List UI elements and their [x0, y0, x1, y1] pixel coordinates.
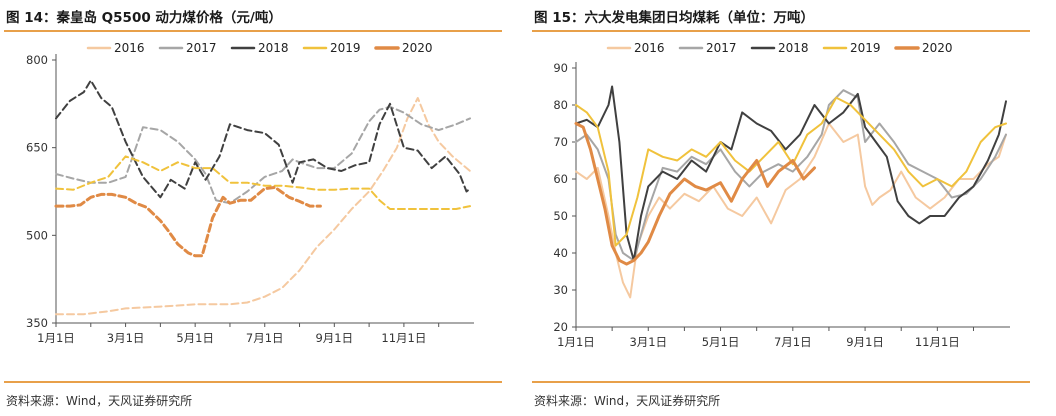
x-tick-label: 7月1日 [774, 335, 812, 349]
x-tick-label: 3月1日 [107, 331, 145, 345]
series-line-2017 [575, 89, 1007, 262]
legend-label: 2017 [706, 41, 737, 55]
y-tick-label: 80 [553, 98, 568, 112]
y-tick-label: 70 [553, 135, 568, 149]
x-tick-label: 5月1日 [702, 335, 740, 349]
legend-label: 2020 [402, 41, 433, 55]
legend-label: 2017 [186, 41, 217, 55]
x-tick-label: 5月1日 [176, 331, 214, 345]
x-tick-label: 9月1日 [846, 335, 884, 349]
legend-item-2017: 2017 [678, 41, 737, 55]
x-tick-label: 11月1日 [915, 335, 960, 349]
legend-label: 2020 [922, 41, 953, 55]
x-tick-label: 7月1日 [246, 331, 284, 345]
legend-item-2017: 2017 [158, 41, 217, 55]
legend-item-2018: 2018 [230, 41, 289, 55]
chart-panel-coal-price: 图 14：秦皇岛 Q5500 动力煤价格（元/吨） 350 500 650 800 1月… [4, 0, 516, 416]
legend-label: 2019 [850, 41, 881, 55]
series-line-2020 [54, 185, 322, 258]
chart-title: 图 14：秦皇岛 Q5500 动力煤价格（元/吨） [6, 10, 282, 26]
title-divider [4, 30, 502, 32]
legend-label: 2019 [330, 41, 361, 55]
x-tick-label: 3月1日 [629, 335, 667, 349]
y-tick-label: 500 [26, 228, 48, 242]
series-line-2018 [575, 85, 1007, 262]
series-line-2016 [55, 97, 471, 316]
legend-label: 2016 [634, 41, 665, 55]
source-note: 资料来源：Wind，天风证券研究所 [534, 394, 721, 408]
y-tick-label: 800 [26, 53, 48, 67]
legend-label: 2018 [778, 41, 809, 55]
legend-item-2020: 2020 [374, 41, 433, 55]
series-line-2016 [575, 122, 1007, 299]
legend-label: 2018 [258, 41, 289, 55]
x-tick-label: 1月1日 [557, 335, 595, 349]
y-tick-label: 20 [553, 320, 568, 334]
coal-consumption-chart: 20 30 40 50 60 70 80 90 1月1日 3月1日 5月1日 7月1日 9月1日 11月1… [553, 41, 1010, 349]
x-tick-label: 1月1日 [37, 331, 75, 345]
series-line-2018 [55, 79, 471, 199]
legend-item-2016: 2016 [606, 41, 665, 55]
legend-item-2019: 2019 [822, 41, 881, 55]
y-tick-label: 350 [26, 316, 48, 330]
x-tick-label: 9月1日 [315, 331, 353, 345]
legend-item-2018: 2018 [750, 41, 809, 55]
series-line-2017 [55, 105, 471, 205]
coal-price-chart: 350 500 650 800 1月1日 3月1日 5月1日 7月1日 9月1日 11月1日 201… [26, 41, 474, 345]
series-line-2020 [574, 122, 816, 266]
y-tick-label: 40 [553, 246, 568, 260]
chart-title: 图 15：六大发电集团日均煤耗（单位：万吨） [534, 10, 814, 26]
legend-item-2020: 2020 [894, 41, 953, 55]
y-tick-label: 90 [553, 61, 568, 75]
legend-item-2016: 2016 [86, 41, 145, 55]
y-tick-label: 650 [26, 141, 48, 155]
y-tick-label: 50 [553, 209, 568, 223]
x-tick-label: 11月1日 [381, 331, 426, 345]
y-tick-label: 60 [553, 172, 568, 186]
source-divider [532, 381, 1030, 383]
source-note: 资料来源：Wind，天风证券研究所 [6, 394, 193, 408]
source-divider [4, 381, 502, 383]
legend-item-2019: 2019 [302, 41, 361, 55]
title-divider [532, 30, 1030, 32]
y-tick-label: 30 [553, 283, 568, 297]
chart-panel-coal-consumption: 图 15：六大发电集团日均煤耗（单位：万吨） 20 30 40 50 60 70 80 90 1… [532, 0, 1044, 416]
series-line-2019 [575, 96, 1007, 247]
series-line-2019 [55, 155, 471, 210]
legend-label: 2016 [114, 41, 145, 55]
